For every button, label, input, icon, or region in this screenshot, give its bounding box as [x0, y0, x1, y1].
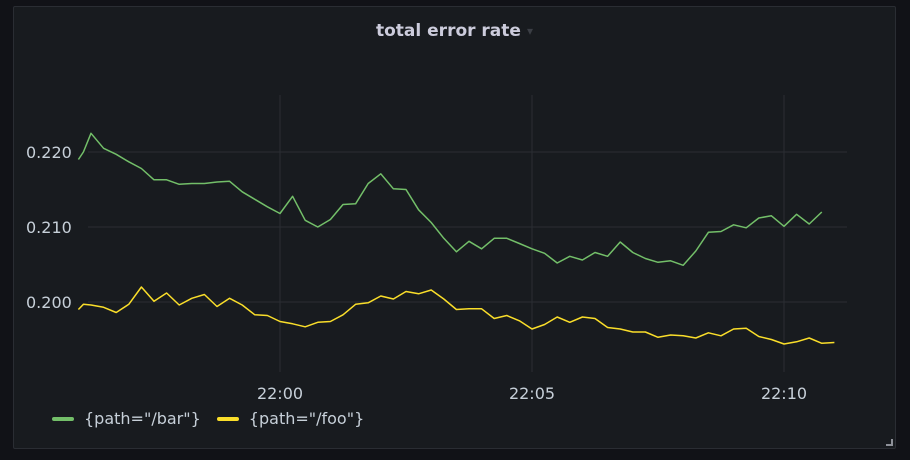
legend-swatch-bar [52, 416, 74, 421]
chart-legend: {path="/bar"} {path="/foo"} [52, 409, 364, 428]
panel-header[interactable]: total error rate ▾ [14, 19, 895, 43]
y-tick-label: 0.220 [26, 143, 72, 162]
chevron-down-icon[interactable]: ▾ [526, 24, 533, 38]
chart-series [77, 132, 835, 345]
panel-title[interactable]: total error rate [376, 21, 521, 41]
legend-label-foo[interactable]: {path="/foo"} [248, 409, 365, 428]
x-axis: 22:00 22:05 22:10 [257, 384, 807, 403]
x-tick-label: 22:10 [761, 384, 807, 403]
line-chart[interactable]: 0.200 0.210 0.220 22:00 22:05 22:10 [14, 7, 895, 448]
y-axis: 0.200 0.210 0.220 [26, 143, 72, 312]
legend-swatch-foo [216, 416, 239, 421]
graph-panel: total error rate ▾ 0.200 0.210 0.220 22:00 2… [13, 6, 896, 449]
legend-item-bar[interactable]: {path="/bar"} [52, 409, 201, 428]
chart-grid [88, 95, 847, 372]
y-tick-label: 0.200 [26, 293, 72, 312]
y-tick-label: 0.210 [26, 218, 72, 237]
series-line-foo[interactable] [77, 286, 835, 345]
resize-handle-icon[interactable] [886, 439, 893, 446]
series-line-bar[interactable] [77, 132, 823, 267]
legend-item-foo[interactable]: {path="/foo"} [216, 409, 365, 428]
x-tick-label: 22:05 [509, 384, 555, 403]
x-tick-label: 22:00 [257, 384, 303, 403]
legend-label-bar[interactable]: {path="/bar"} [84, 409, 201, 428]
